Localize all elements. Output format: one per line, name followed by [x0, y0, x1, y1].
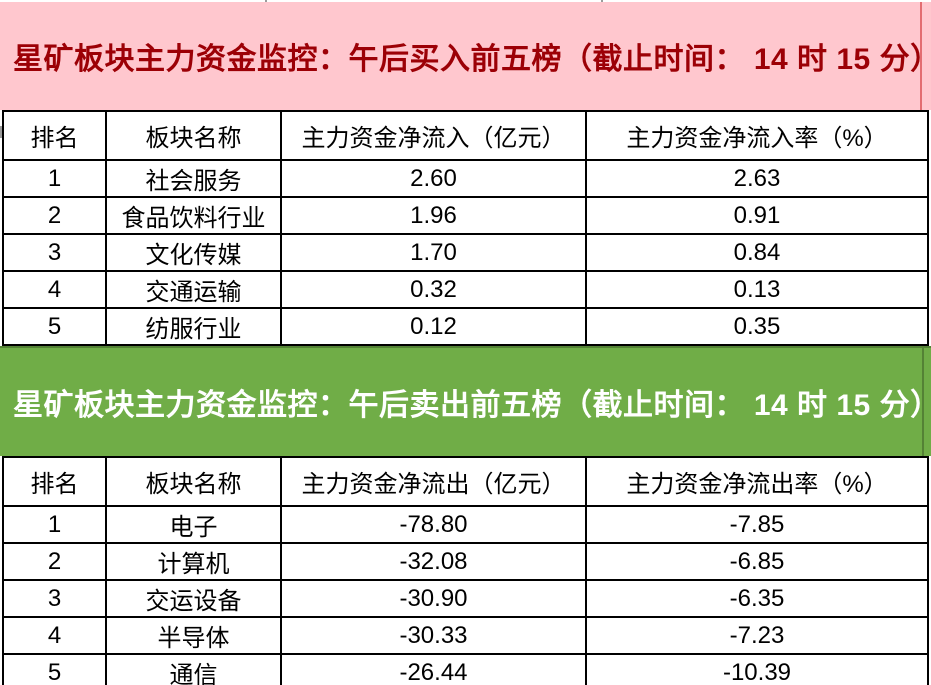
value-cell: -78.80 [280, 505, 587, 544]
rank-cell: 2 [2, 196, 107, 235]
value-cell: -30.90 [280, 579, 587, 618]
sell-title-band: 星矿板块主力资金监控：午后卖出前五榜（截止时间： 14 时 15 分） [0, 346, 931, 456]
table-row: 1 社会服务 2.60 2.63 [2, 159, 929, 198]
rate-cell: -7.85 [585, 505, 929, 544]
table-row: 5 纺服行业 0.12 0.35 [2, 307, 929, 346]
column-header-net-outflow-rate: 主力资金净流出率（%） [585, 456, 929, 507]
sector-cell: 半导体 [105, 616, 282, 655]
value-cell: -32.08 [280, 542, 587, 581]
rank-cell: 1 [2, 505, 107, 544]
sector-cell: 社会服务 [105, 159, 282, 198]
column-header-net-inflow-rate: 主力资金净流入率（%） [585, 110, 929, 161]
value-cell: 1.70 [280, 233, 587, 272]
rate-cell: -6.35 [585, 579, 929, 618]
sell-table: 排名 板块名称 主力资金净流出（亿元） 主力资金净流出率（%） 1 电子 -78… [2, 456, 929, 685]
table-row: 4 交通运输 0.32 0.13 [2, 270, 929, 309]
rank-cell: 5 [2, 653, 107, 685]
rank-cell: 4 [2, 270, 107, 309]
table-row: 1 电子 -78.80 -7.85 [2, 505, 929, 544]
table-row: 4 半导体 -30.33 -7.23 [2, 616, 929, 655]
sector-cell: 文化传媒 [105, 233, 282, 272]
rate-cell: 0.13 [585, 270, 929, 309]
sector-cell: 食品饮料行业 [105, 196, 282, 235]
table-row: 3 文化传媒 1.70 0.84 [2, 233, 929, 272]
top-gridline-strip [0, 0, 931, 3]
rate-cell: 2.63 [585, 159, 929, 198]
buy-title-band: 星矿板块主力资金监控：午后买入前五榜（截止时间： 14 时 15 分） [0, 2, 931, 110]
rank-cell: 4 [2, 616, 107, 655]
rank-cell: 3 [2, 233, 107, 272]
column-header-net-outflow: 主力资金净流出（亿元） [280, 456, 587, 507]
sell-top5-section: 星矿板块主力资金监控：午后卖出前五榜（截止时间： 14 时 15 分） 排名 板… [0, 346, 931, 685]
rank-cell: 1 [2, 159, 107, 198]
table-row: 5 通信 -26.44 -10.39 [2, 653, 929, 685]
rate-cell: -10.39 [585, 653, 929, 685]
column-header-net-inflow: 主力资金净流入（亿元） [280, 110, 587, 161]
column-header-sector: 板块名称 [105, 110, 282, 161]
rate-cell: -7.23 [585, 616, 929, 655]
column-header-rank: 排名 [2, 110, 107, 161]
rate-cell: 0.91 [585, 196, 929, 235]
sector-cell: 交通运输 [105, 270, 282, 309]
rate-cell: 0.35 [585, 307, 929, 346]
table-row: 3 交运设备 -30.90 -6.35 [2, 579, 929, 618]
sector-cell: 计算机 [105, 542, 282, 581]
value-cell: -26.44 [280, 653, 587, 685]
rank-cell: 2 [2, 542, 107, 581]
value-cell: 0.12 [280, 307, 587, 346]
sell-header-row: 排名 板块名称 主力资金净流出（亿元） 主力资金净流出率（%） [2, 456, 929, 507]
gridline-tick [0, 126, 2, 138]
sell-title: 星矿板块主力资金监控：午后卖出前五榜（截止时间： 14 时 15 分） [13, 389, 931, 422]
rank-cell: 5 [2, 307, 107, 346]
rank-cell: 3 [2, 579, 107, 618]
table-row: 2 食品饮料行业 1.96 0.91 [2, 196, 929, 235]
rate-cell: 0.84 [585, 233, 929, 272]
value-cell: -30.33 [280, 616, 587, 655]
value-cell: 0.32 [280, 270, 587, 309]
sector-cell: 电子 [105, 505, 282, 544]
gridline-tick [265, 0, 267, 3]
buy-title: 星矿板块主力资金监控：午后买入前五榜（截止时间： 14 时 15 分） [13, 43, 931, 76]
gridline-tick [601, 0, 603, 3]
buy-header-row: 排名 板块名称 主力资金净流入（亿元） 主力资金净流入率（%） [2, 110, 929, 161]
table-row: 2 计算机 -32.08 -6.85 [2, 542, 929, 581]
sector-cell: 交运设备 [105, 579, 282, 618]
buy-top5-section: 星矿板块主力资金监控：午后买入前五榜（截止时间： 14 时 15 分） 排名 板… [0, 2, 931, 346]
value-cell: 1.96 [280, 196, 587, 235]
rate-cell: -6.85 [585, 542, 929, 581]
buy-table: 排名 板块名称 主力资金净流入（亿元） 主力资金净流入率（%） 1 社会服务 2… [2, 110, 929, 346]
column-header-sector: 板块名称 [105, 456, 282, 507]
sector-cell: 通信 [105, 653, 282, 685]
value-cell: 2.60 [280, 159, 587, 198]
column-header-rank: 排名 [2, 456, 107, 507]
sector-cell: 纺服行业 [105, 307, 282, 346]
